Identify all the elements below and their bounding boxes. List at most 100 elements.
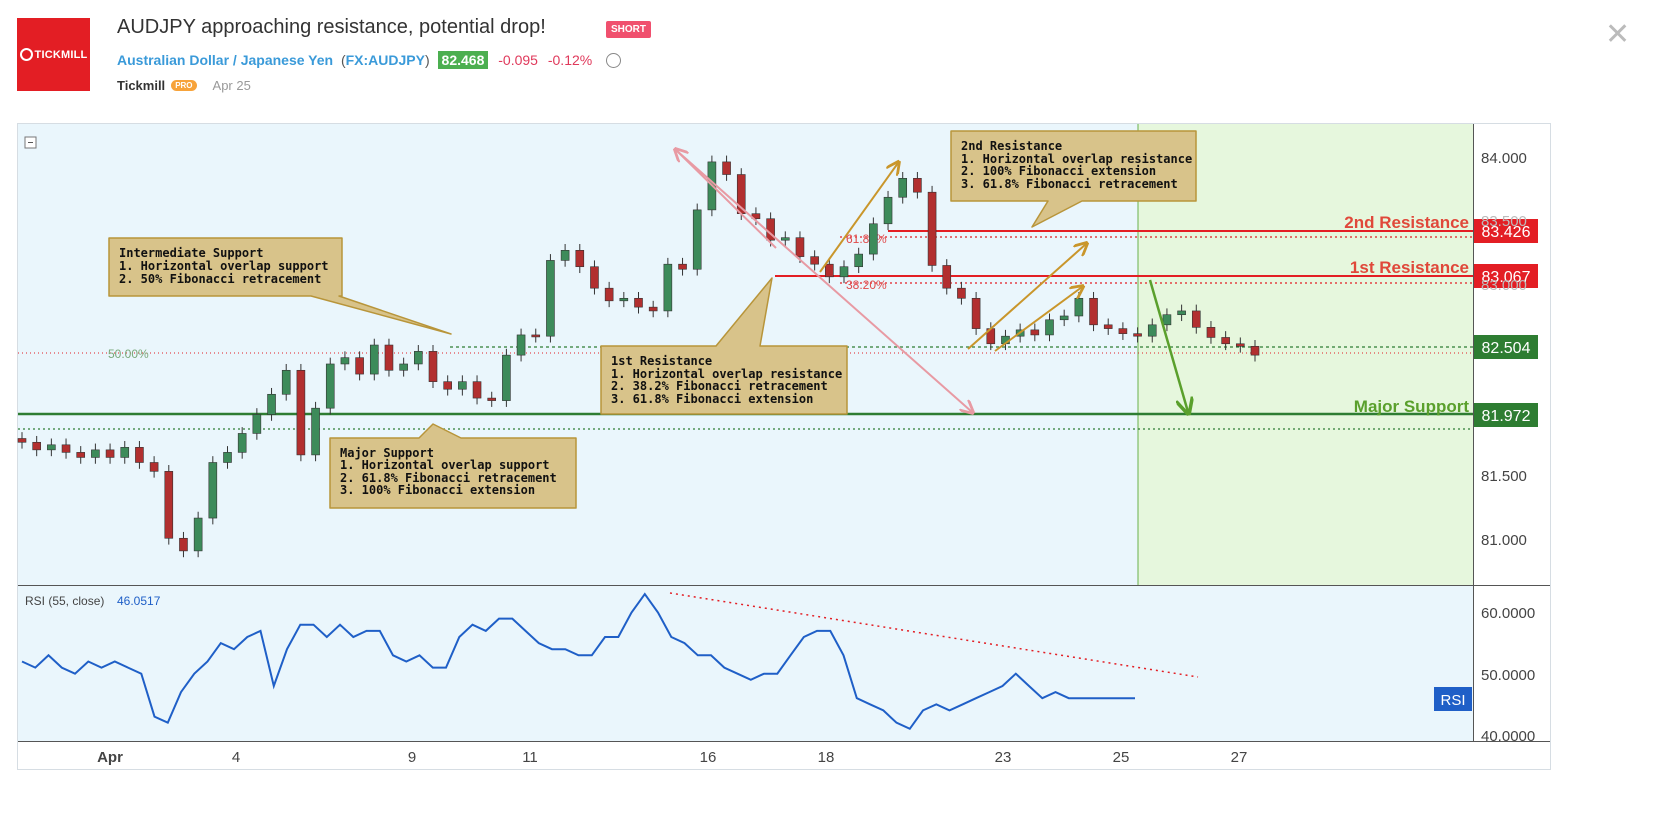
rsi-tick-40: 40.0000 — [1481, 728, 1535, 745]
candle-body — [340, 357, 350, 365]
price-tick-81000: 81.000 — [1481, 532, 1527, 549]
intermediate-support-callout[interactable]: Intermediate Support 1. Horizontal overl… — [108, 237, 452, 335]
candle-body — [428, 351, 438, 382]
candle-body — [1177, 310, 1186, 316]
first-resistance-tag — [1474, 264, 1538, 288]
candle-body — [252, 414, 262, 434]
first-resistance-callout[interactable]: 1st Resistance 1. Horizontal overlap res… — [600, 277, 849, 415]
major-support-label: Major Support — [1354, 397, 1470, 416]
last-price: 82.468 — [437, 51, 489, 69]
candle-body — [17, 438, 27, 443]
second-resistance-item-2: 2. 100% Fibonacci extension — [961, 164, 1156, 178]
author-name[interactable]: Tickmill — [117, 78, 166, 93]
second-resistance-title: 2nd Resistance — [961, 139, 1062, 153]
candle-body — [164, 471, 174, 539]
current-level-tag-value: 82.504 — [1482, 340, 1531, 357]
alarm-clock-icon[interactable] — [606, 53, 622, 68]
fib-382-label: 38.20% — [846, 278, 887, 292]
second-resistance-tag — [1474, 219, 1538, 243]
candle-body — [810, 256, 819, 265]
candle-body — [692, 209, 702, 270]
first-resistance-label: 1st Resistance — [1350, 258, 1469, 277]
intermediate-support-item-1: 1. Horizontal overlap support — [119, 259, 329, 273]
candle-body — [839, 266, 849, 278]
svg-text:1st Resistance 1. Horizo: 1st Resistance 1. Horizontal overlap res… — [611, 354, 849, 406]
bearish-leg-start-arrow — [676, 150, 777, 249]
svg-text:Intermediate Support 1.: Intermediate Support 1. Horizontal overl… — [119, 246, 336, 286]
candle-body — [105, 449, 115, 458]
candle-body — [267, 393, 276, 415]
symbol-link[interactable]: FX:AUDJPY — [345, 52, 425, 68]
candle-body — [1074, 297, 1084, 317]
symbol-open-paren: ( — [340, 52, 346, 68]
time-tick-16: 16 — [700, 749, 717, 766]
candle-body — [883, 196, 893, 225]
candle-body — [487, 397, 497, 401]
candle-body — [971, 297, 981, 329]
candle-body — [414, 351, 423, 365]
candle-body — [957, 287, 966, 299]
candle-body — [443, 381, 452, 390]
short-badge: SHORT — [606, 21, 651, 38]
time-tick-11: 11 — [522, 749, 538, 766]
candle-body — [663, 263, 673, 312]
fib-50-label: 50.00% — [108, 347, 149, 361]
candle-body — [1221, 337, 1230, 345]
fib-618-label: 61.80% — [846, 232, 887, 246]
candle-body — [472, 381, 482, 399]
time-tick-9: 9 — [408, 749, 416, 766]
candle-body — [281, 369, 291, 395]
first-resistance-item-1: 1. Horizontal overlap resistance — [611, 367, 842, 381]
first-resistance-title: 1st Resistance — [611, 354, 712, 368]
candle-body — [560, 250, 570, 261]
second-resistance-callout[interactable]: 2nd Resistance 1. Horizontal overlap res… — [950, 130, 1199, 228]
candle-body — [854, 253, 863, 268]
candle-body — [590, 266, 599, 289]
major-support-item-2: 2. 61.8% Fibonacci retracement — [340, 471, 557, 485]
time-tick-4: 4 — [232, 749, 240, 766]
candle-body — [722, 161, 731, 175]
chart-frame — [17, 123, 1551, 770]
rsi-pane[interactable] — [18, 586, 1473, 741]
bearish-leg-arrow — [675, 149, 972, 412]
candle-body — [1045, 319, 1054, 336]
time-tick-27: 27 — [1231, 749, 1248, 766]
symbol-close-paren: ) — [424, 52, 430, 68]
major-support-tag-value: 81.972 — [1482, 408, 1531, 425]
candle-body — [384, 344, 394, 371]
candle-body — [311, 407, 320, 456]
candle-body — [179, 537, 188, 552]
major-support-item-3: 3. 100% Fibonacci extension — [340, 483, 535, 497]
candle-body — [942, 265, 952, 289]
candle-body — [927, 191, 937, 266]
symbol-line: Australian Dollar / Japanese Yen (FX:AUD… — [117, 51, 622, 69]
major-support-tag — [1474, 403, 1538, 427]
rsi-tick-50: 50.0000 — [1481, 667, 1535, 684]
second-resistance-label: 2nd Resistance — [1344, 213, 1469, 232]
candle-body — [237, 433, 247, 453]
candle-body — [604, 287, 614, 302]
candle-body — [531, 334, 541, 338]
first-resistance-tag-value: 83.067 — [1482, 269, 1531, 286]
first-resistance-item-2: 2. 38.2% Fibonacci retracement — [611, 379, 828, 393]
logo-ring-icon — [19, 48, 33, 61]
candle-body — [208, 462, 218, 519]
tickmill-logo[interactable]: TICKMILL — [17, 18, 90, 91]
major-support-callout[interactable]: Major Support 1. Horizontal overlap supp… — [329, 423, 577, 509]
time-tick-apr: Apr — [97, 749, 123, 766]
candle-body — [1236, 343, 1245, 347]
instrument-name[interactable]: Australian Dollar / Japanese Yen — [117, 52, 334, 68]
price-tick-81500: 81.500 — [1481, 468, 1527, 485]
time-tick-18: 18 — [818, 749, 835, 766]
candle-body — [458, 381, 467, 390]
close-icon[interactable]: ✕ — [1605, 18, 1631, 51]
logo-text: TICKMILL — [34, 48, 88, 61]
candle-body — [634, 297, 643, 308]
first-resistance-item-3: 3. 61.8% Fibonacci extension — [611, 392, 813, 406]
rsi-tag[interactable] — [1434, 687, 1472, 711]
svg-text:2nd Resistance 1. Horizo: 2nd Resistance 1. Horizontal overlap res… — [961, 139, 1199, 191]
candle-body — [1133, 333, 1142, 337]
candle-body — [795, 237, 805, 257]
forecast-drop-arrow — [1148, 279, 1188, 412]
